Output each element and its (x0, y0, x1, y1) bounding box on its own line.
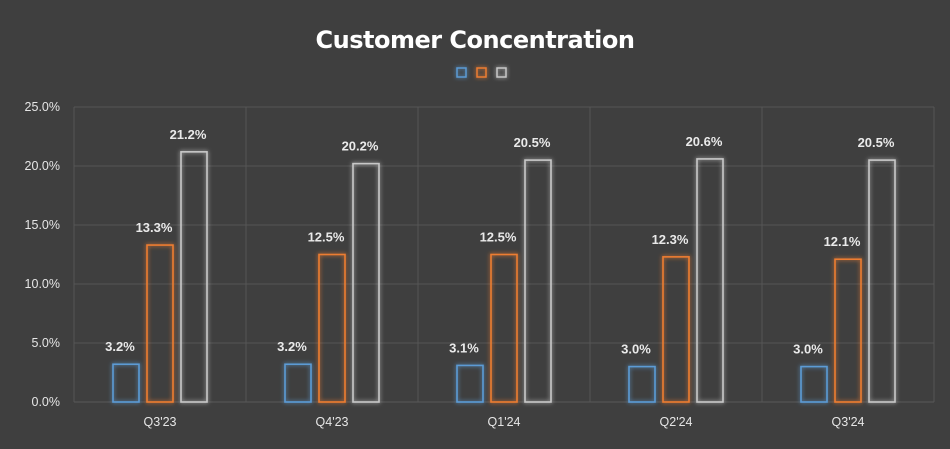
y-tick-label: 10.0% (25, 277, 60, 291)
bar (868, 159, 896, 403)
bar (112, 363, 140, 403)
data-label: 20.2% (342, 139, 379, 154)
bar (456, 364, 484, 403)
data-label: 3.0% (621, 342, 651, 357)
data-label: 3.0% (793, 342, 823, 357)
data-label: 20.5% (514, 135, 551, 150)
data-label: 3.1% (449, 340, 479, 355)
data-label: 20.5% (858, 135, 895, 150)
bar (662, 256, 690, 403)
data-label: 12.5% (480, 230, 517, 245)
bar (284, 363, 312, 403)
data-label: 12.3% (652, 232, 689, 247)
bar (800, 365, 828, 403)
y-tick-label: 15.0% (25, 218, 60, 232)
data-label: 21.2% (170, 127, 207, 142)
data-label: 3.2% (277, 339, 307, 354)
bar (180, 151, 208, 403)
bar (628, 365, 656, 403)
bar (834, 258, 862, 403)
y-tick-label: 0.0% (32, 395, 61, 409)
bar (524, 159, 552, 403)
x-tick-label: Q4'23 (316, 415, 349, 429)
bar (352, 162, 380, 403)
bar (490, 253, 518, 403)
legend-marker (496, 67, 507, 78)
data-label: 12.1% (824, 234, 861, 249)
bar (318, 253, 346, 403)
data-label: 13.3% (136, 220, 173, 235)
x-tick-label: Q1'24 (488, 415, 521, 429)
bar (146, 244, 174, 403)
bar (696, 158, 724, 403)
x-tick-label: Q2'24 (660, 415, 693, 429)
legend-marker (476, 67, 487, 78)
data-label: 3.2% (105, 339, 135, 354)
y-tick-label: 20.0% (25, 159, 60, 173)
chart-title: Customer Concentration (315, 26, 635, 54)
y-tick-label: 25.0% (25, 100, 60, 114)
x-tick-label: Q3'24 (832, 415, 865, 429)
data-label: 12.5% (308, 230, 345, 245)
x-tick-label: Q3'23 (144, 415, 177, 429)
y-tick-label: 5.0% (32, 336, 61, 350)
data-label: 20.6% (686, 134, 723, 149)
legend-marker (456, 67, 467, 78)
